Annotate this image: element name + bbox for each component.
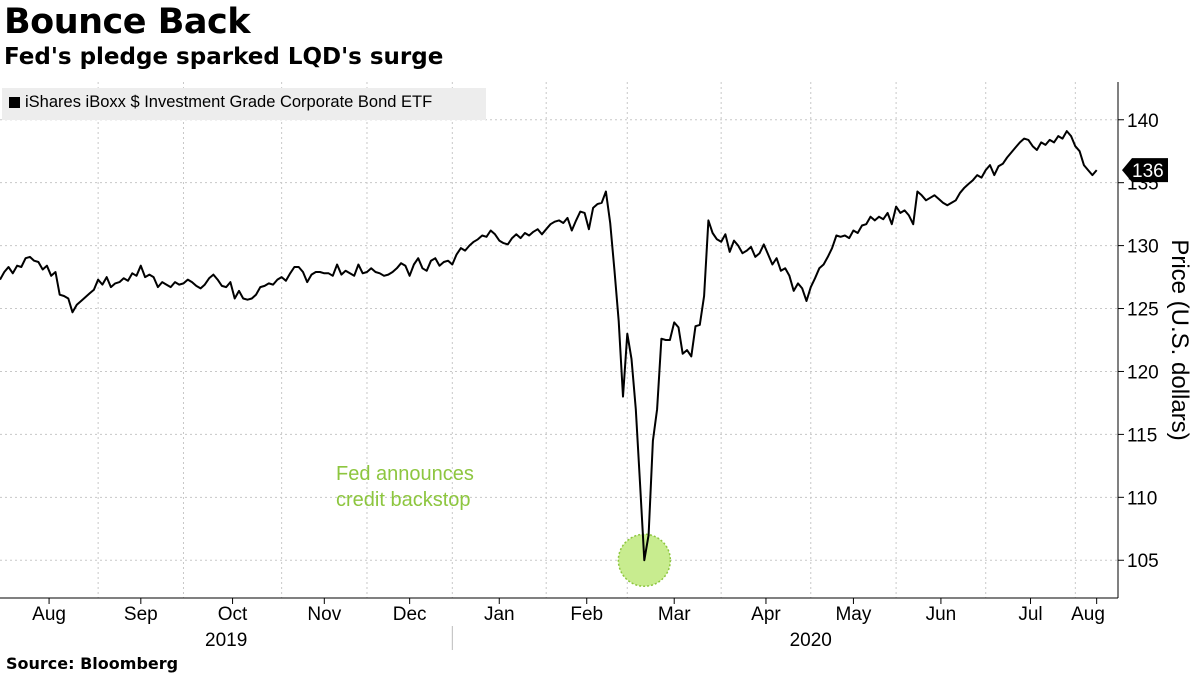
y-tick-label: 120 (1127, 362, 1159, 383)
legend-label: iShares iBoxx $ Investment Grade Corpora… (25, 93, 432, 111)
last-value-label: 136 (1132, 161, 1164, 182)
annotation: Fed announces credit backstop (336, 463, 474, 511)
last-value-flag: 136 (1122, 158, 1168, 183)
last-value-arrow (1122, 158, 1168, 183)
x-tick-label: Aug (1071, 604, 1105, 625)
series-line (0, 130, 1098, 562)
x-tick-label: Oct (218, 604, 248, 625)
x-tick-label: Jul (1018, 604, 1042, 625)
annotation-line-2: credit backstop (336, 489, 471, 511)
source-note: Source: Bloomberg (6, 654, 179, 673)
x-tick-label: Jun (926, 604, 957, 625)
legend: iShares iBoxx $ Investment Grade Corpora… (2, 88, 486, 120)
y-axis-title: Price (U.S. dollars) (1166, 239, 1193, 440)
y-tick-label: 115 (1127, 425, 1157, 446)
y-tick-label: 130 (1127, 237, 1159, 258)
annotation-line-1: Fed announces (336, 463, 474, 485)
x-tick-label: Nov (307, 604, 341, 625)
y-tick-label: 105 (1127, 551, 1159, 572)
y-tick-label: 110 (1127, 488, 1157, 509)
year-label: 2020 (790, 630, 832, 651)
x-tick-label: Sep (124, 604, 158, 625)
x-tick-label: Jan (484, 604, 515, 625)
x-tick-label: Feb (570, 604, 603, 625)
legend-background (2, 88, 486, 120)
legend-swatch (9, 97, 20, 108)
chart-title: Bounce Back (4, 2, 251, 42)
x-tick-label: Dec (393, 604, 427, 625)
chart-subtitle: Fed's pledge sparked LQD's surge (4, 44, 444, 70)
y-tick-label: 125 (1127, 300, 1159, 321)
year-label: 2019 (205, 630, 247, 651)
x-tick-label: Apr (751, 604, 781, 625)
gridlines (0, 82, 1118, 598)
y-tick-label: 140 (1127, 111, 1159, 132)
series-group (0, 130, 1098, 562)
x-tick-label: May (835, 604, 871, 625)
x-tick-label: Mar (658, 604, 691, 625)
x-tick-label: Aug (32, 604, 66, 625)
